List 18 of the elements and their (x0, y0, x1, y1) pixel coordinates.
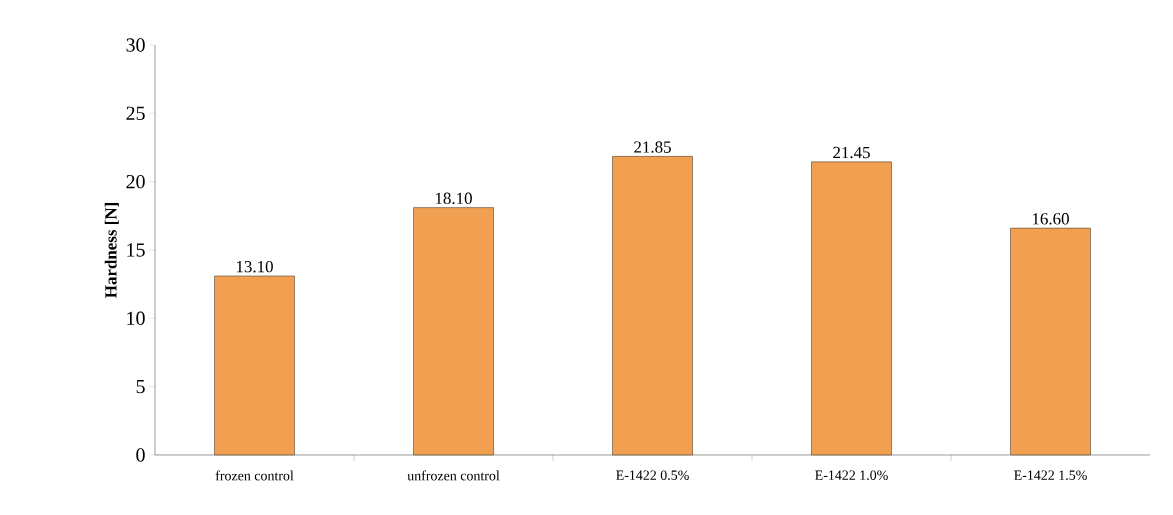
x-tick-label: E-1422 1.0% (815, 470, 888, 480)
data-label: 13.10 (236, 260, 273, 273)
y-tick-label: 25 (126, 106, 145, 121)
data-label: 21.45 (833, 146, 870, 159)
x-tick-label: E-1422 1.5% (1014, 470, 1087, 480)
x-tick-label: frozen control (215, 470, 294, 481)
x-tick-label: E-1422 0.5% (616, 470, 689, 480)
data-label: 21.85 (634, 141, 671, 153)
y-tick-label: 30 (126, 38, 145, 52)
data-label: 16.60 (1032, 213, 1069, 225)
y-tick-label: 10 (127, 311, 145, 326)
y-axis-title: Hardness [N] (104, 203, 119, 298)
y-tick-label: 0 (136, 448, 145, 462)
y-tick-label: 20 (126, 174, 145, 189)
y-tick-label: 5 (136, 380, 145, 394)
data-label: 18.10 (435, 192, 472, 205)
x-tick-label: unfrozen control (407, 470, 500, 481)
y-tick-label: 15 (127, 243, 145, 257)
